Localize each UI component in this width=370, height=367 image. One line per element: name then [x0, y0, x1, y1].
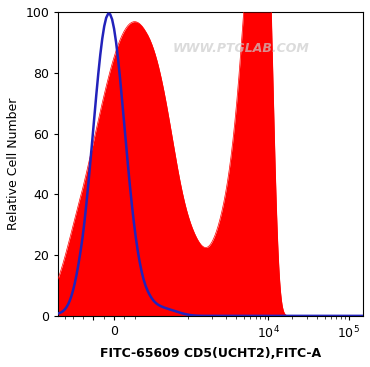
Y-axis label: Relative Cell Number: Relative Cell Number	[7, 98, 20, 230]
Text: WWW.PTGLAB.COM: WWW.PTGLAB.COM	[173, 42, 310, 55]
X-axis label: FITC-65609 CD5(UCHT2),FITC-A: FITC-65609 CD5(UCHT2),FITC-A	[100, 347, 321, 360]
